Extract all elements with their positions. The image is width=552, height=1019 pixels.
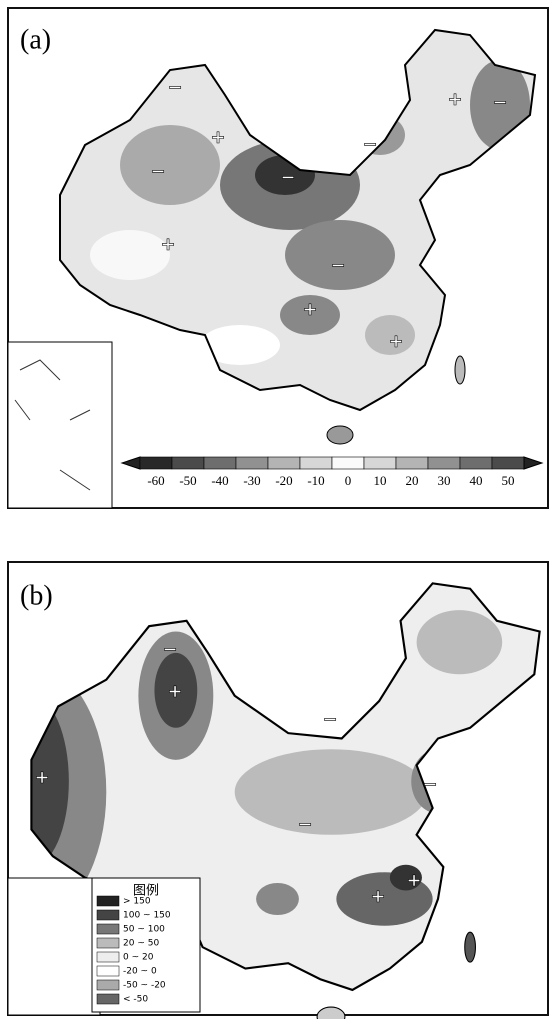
sign-marker: + [210,127,225,148]
colorbar-segment [460,457,492,469]
sign-marker: − [162,639,177,660]
colorbar-label: -60 [147,473,164,488]
legend-label: < -50 [123,995,148,1005]
figure: (a) -60 -50 -40 -30 -20 -10 0 10 20 30 40 50 (b) [0,0,552,1019]
sign-marker: − [330,255,345,276]
sign-marker: − [167,77,182,98]
colorbar-label: 40 [470,473,483,488]
inset-map [8,342,112,508]
legend-label: 0 ~ 20 [123,953,154,963]
sign-marker: − [150,161,165,182]
legend-swatch [97,952,119,962]
legend-label: -20 ~ 0 [123,967,157,977]
colorbar-segment [204,457,236,469]
sign-marker: − [297,814,312,835]
sign-marker: + [388,331,403,352]
colorbar-label: -50 [179,473,196,488]
sign-marker: + [160,234,175,255]
legend-swatch [97,966,119,976]
sign-marker: + [34,767,49,788]
legend-swatch [97,896,119,906]
legend-label: 100 ~ 150 [123,911,171,921]
legend-label: > 150 [123,897,151,907]
sign-marker: + [167,681,182,702]
panel-label: (a) [20,24,51,55]
colorbar-segment [332,457,364,469]
page: (a) -60 -50 -40 -30 -20 -10 0 10 20 30 40 50 (b) [0,0,552,1019]
colorbar-label: 50 [502,473,515,488]
legend-swatch [97,938,119,948]
colorbar-label: 10 [374,473,387,488]
legend-swatch [97,994,119,1004]
colorbar-segment [428,457,460,469]
colorbar-label: 20 [406,473,419,488]
sign-marker: − [492,92,507,113]
colorbar-label: -10 [307,473,324,488]
colorbar-segment [300,457,332,469]
sign-marker: + [302,299,317,320]
colorbar-segment [492,457,524,469]
sign-marker: − [322,709,337,730]
sign-marker: + [370,886,385,907]
colorbar-segment [236,457,268,469]
colorbar-segment [364,457,396,469]
sign-marker: + [447,89,462,110]
panel-label: (b) [20,580,53,611]
colorbar-label: -20 [275,473,292,488]
sign-marker: − [362,134,377,155]
colorbar-segment [140,457,172,469]
colorbar-label: -30 [243,473,260,488]
colorbar-segment [396,457,428,469]
colorbar-label: 30 [438,473,451,488]
sign-marker: + [406,870,421,891]
legend-swatch [97,924,119,934]
colorbar-segment [172,457,204,469]
sign-marker: − [422,774,437,795]
colorbar-segment [268,457,300,469]
sign-marker: − [280,167,295,188]
colorbar-label: -40 [211,473,228,488]
legend-swatch [97,910,119,920]
inset-map [8,878,100,1015]
legend-label: 50 ~ 100 [123,925,165,935]
legend-swatch [97,980,119,990]
legend-label: -50 ~ -20 [123,981,166,991]
legend-label: 20 ~ 50 [123,939,159,949]
colorbar-label: 0 [345,473,352,488]
